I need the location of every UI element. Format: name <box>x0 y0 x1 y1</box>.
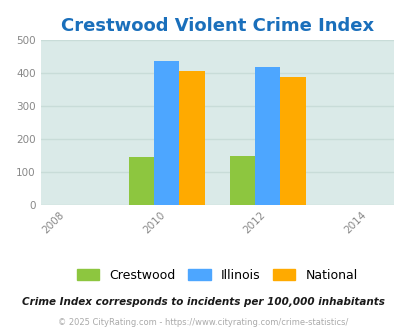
Text: © 2025 CityRating.com - https://www.cityrating.com/crime-statistics/: © 2025 CityRating.com - https://www.city… <box>58 318 347 327</box>
Text: Crime Index corresponds to incidents per 100,000 inhabitants: Crime Index corresponds to incidents per… <box>21 297 384 307</box>
Bar <box>229 156 254 205</box>
Bar <box>279 77 305 205</box>
Legend: Crestwood, Illinois, National: Crestwood, Illinois, National <box>72 264 362 287</box>
Bar <box>129 157 154 205</box>
Title: Crestwood Violent Crime Index: Crestwood Violent Crime Index <box>60 17 373 35</box>
Bar <box>254 67 279 205</box>
Bar <box>154 61 179 205</box>
Bar <box>179 71 204 205</box>
